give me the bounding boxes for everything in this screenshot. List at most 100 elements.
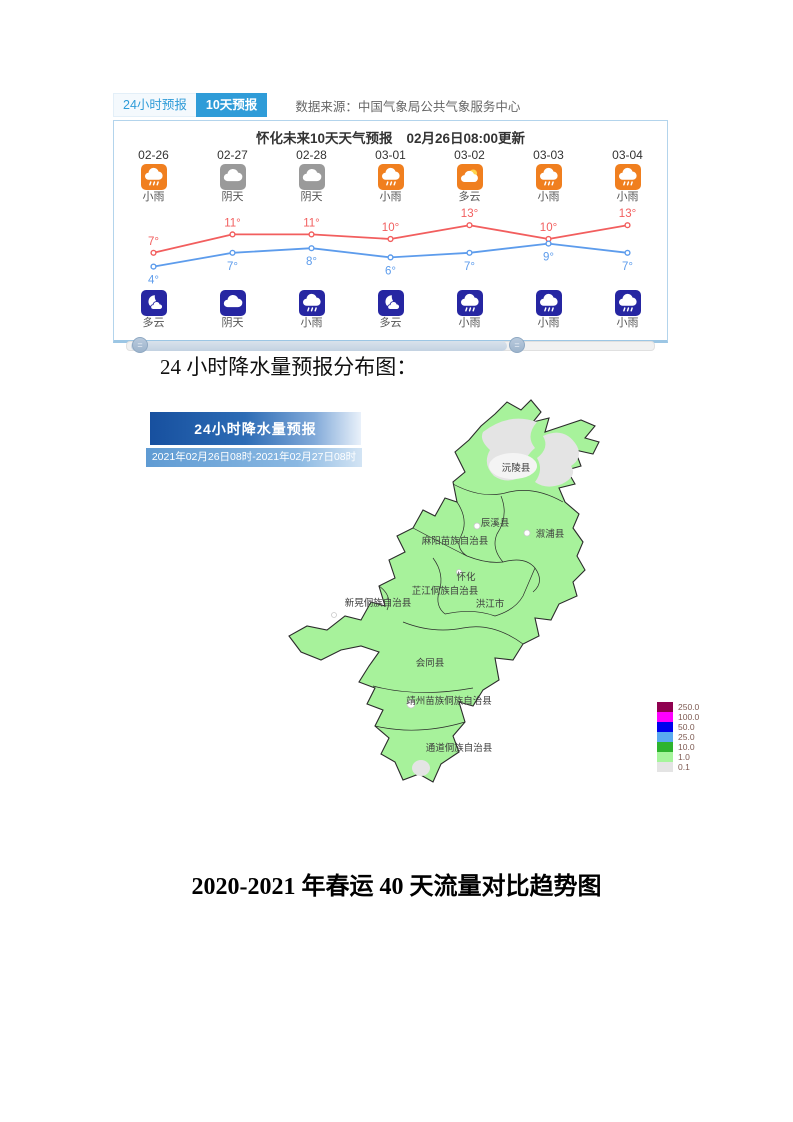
- precip-map-banner: 24小时降水量预报: [150, 412, 361, 445]
- legend-value: 50.0: [678, 722, 695, 732]
- high-temp-value: 13°: [461, 208, 478, 220]
- legend-row: 250.0: [657, 702, 699, 712]
- forecast-header: 怀化未来10天天气预报 02月26日08:00更新: [114, 121, 667, 147]
- rain-day-icon: [614, 164, 641, 190]
- forecast-title: 怀化未来10天天气预报: [255, 131, 393, 146]
- day-weather-label: 小雨: [142, 191, 165, 203]
- temp-point: [229, 249, 236, 256]
- forecast-date: 02-27: [217, 148, 248, 162]
- data-source-text: 数据来源：中国气象局公共气象服务中心: [295, 99, 521, 114]
- legend-value: 25.0: [678, 732, 695, 742]
- rain-night-icon: [614, 290, 641, 316]
- night-forecast-column: 多云: [114, 289, 193, 331]
- forecast-updated: 02月26日08:00更新: [406, 131, 526, 146]
- legend-value: 100.0: [678, 712, 700, 722]
- legend-row: 100.0: [657, 712, 699, 722]
- night-forecast-column: 小雨: [588, 289, 667, 331]
- tab-24h-forecast[interactable]: 24小时预报: [113, 93, 196, 117]
- day-forecast-column: 02-26 小雨: [114, 147, 193, 205]
- tab-10day-forecast[interactable]: 10天预报: [195, 93, 268, 117]
- map-label-huitong: 会同县: [416, 657, 445, 669]
- temp-point: [624, 249, 631, 256]
- slider-handle-left[interactable]: =: [132, 337, 148, 353]
- slider-selected-range[interactable]: [131, 341, 507, 351]
- traffic-trend-title: 2020-2021 年春运 40 天流量对比趋势图: [191, 874, 602, 900]
- temp-point: [150, 249, 157, 256]
- legend-swatch: [657, 712, 673, 722]
- rain-night-icon: [535, 290, 562, 316]
- night-weather-label: 小雨: [300, 317, 323, 329]
- rain-day-icon: [140, 164, 167, 190]
- map-label-huaihua: 怀化: [456, 571, 476, 583]
- cloudy-day-icon: [456, 164, 483, 190]
- temp-point: [229, 231, 236, 238]
- legend-row: 25.0: [657, 732, 699, 742]
- high-temp-value: 10°: [540, 222, 557, 234]
- county-seat-marker: [406, 699, 416, 709]
- forecast-date: 03-02: [454, 148, 485, 162]
- legend-row: 0.1: [657, 762, 699, 772]
- day-forecast-row: 02-26 小雨 02-27 阴天 02-28 阴天 03-01 小雨 03-02 多云 03-03…: [114, 147, 667, 205]
- precip-legend: 250.0 100.0 50.0 25.0 10.0 1.0 0.1: [657, 702, 699, 772]
- map-label-xupu: 溆浦县: [536, 528, 565, 540]
- forecast-tabbar: 24小时预报 10天预报 数据来源：中国气象局公共气象服务中心: [113, 93, 520, 117]
- day-forecast-column: 02-27 阴天: [193, 147, 272, 205]
- night-forecast-column: 小雨: [509, 289, 588, 331]
- high-temp-value: 13°: [619, 208, 636, 220]
- night-weather-label: 多云: [379, 317, 402, 329]
- weather-forecast-widget: 怀化未来10天天气预报 02月26日08:00更新 02-26 小雨 02-27 阴天…: [113, 120, 668, 353]
- night-forecast-column: 小雨: [430, 289, 509, 331]
- map-label-tongdao: 通道侗族自治县: [426, 742, 493, 754]
- county-seat-markers: [331, 522, 531, 709]
- county-seat-marker: [331, 612, 337, 618]
- map-label-hongjiang: 洪江市: [476, 598, 505, 610]
- day-forecast-column: 03-03 小雨: [509, 147, 588, 205]
- temp-point: [308, 245, 315, 252]
- low-temp-value: 7°: [622, 261, 633, 273]
- high-temp-value: 7°: [148, 236, 159, 248]
- legend-value: 250.0: [678, 702, 700, 712]
- precip-section-heading: 24 小时降水量预报分布图：: [160, 355, 418, 379]
- night-weather-label: 多云: [142, 317, 165, 329]
- low-temp-value: 9°: [543, 252, 554, 264]
- legend-swatch: [657, 752, 673, 762]
- cloudy-night-icon: [377, 290, 404, 316]
- county-seat-marker: [456, 569, 462, 575]
- low-temp-value: 8°: [306, 256, 317, 268]
- temp-point: [624, 222, 631, 229]
- night-weather-label: 阴天: [221, 317, 244, 329]
- map-light-patch-yuanling: [489, 453, 537, 479]
- night-forecast-column: 多云: [351, 289, 430, 331]
- map-region-huaihua: [288, 399, 600, 783]
- day-weather-label: 小雨: [616, 191, 639, 203]
- map-label-chenxi: 辰溪县: [481, 517, 510, 529]
- low-temp-value: 6°: [385, 265, 396, 277]
- legend-value: 0.1: [678, 762, 690, 772]
- precip-map-title: 24小时降水量预报: [194, 420, 317, 437]
- slider-handle-right[interactable]: =: [509, 337, 525, 353]
- map-label-yuanling: 沅陵县: [502, 462, 531, 474]
- day-weather-label: 阴天: [221, 191, 244, 203]
- legend-swatch: [657, 722, 673, 732]
- forecast-date: 03-04: [612, 148, 643, 162]
- night-weather-label: 小雨: [458, 317, 481, 329]
- high-temp-value: 11°: [224, 217, 241, 229]
- legend-row: 50.0: [657, 722, 699, 732]
- rain-night-icon: [456, 290, 483, 316]
- rain-day-icon: [377, 164, 404, 190]
- day-weather-label: 小雨: [379, 191, 402, 203]
- county-boundaries: [372, 483, 564, 731]
- map-trace-patch-north-east: [535, 432, 579, 487]
- legend-swatch: [657, 732, 673, 742]
- night-weather-label: 小雨: [616, 317, 639, 329]
- temp-point: [387, 235, 394, 243]
- low-temp-value: 4°: [148, 275, 159, 287]
- overcast-icon: [219, 164, 246, 190]
- overcast-icon: [298, 164, 325, 190]
- day-forecast-column: 02-28 阴天: [272, 147, 351, 205]
- forecast-date: 03-01: [375, 148, 406, 162]
- day-forecast-column: 03-02 多云: [430, 147, 509, 205]
- temp-point: [466, 249, 473, 256]
- temp-point: [545, 240, 552, 247]
